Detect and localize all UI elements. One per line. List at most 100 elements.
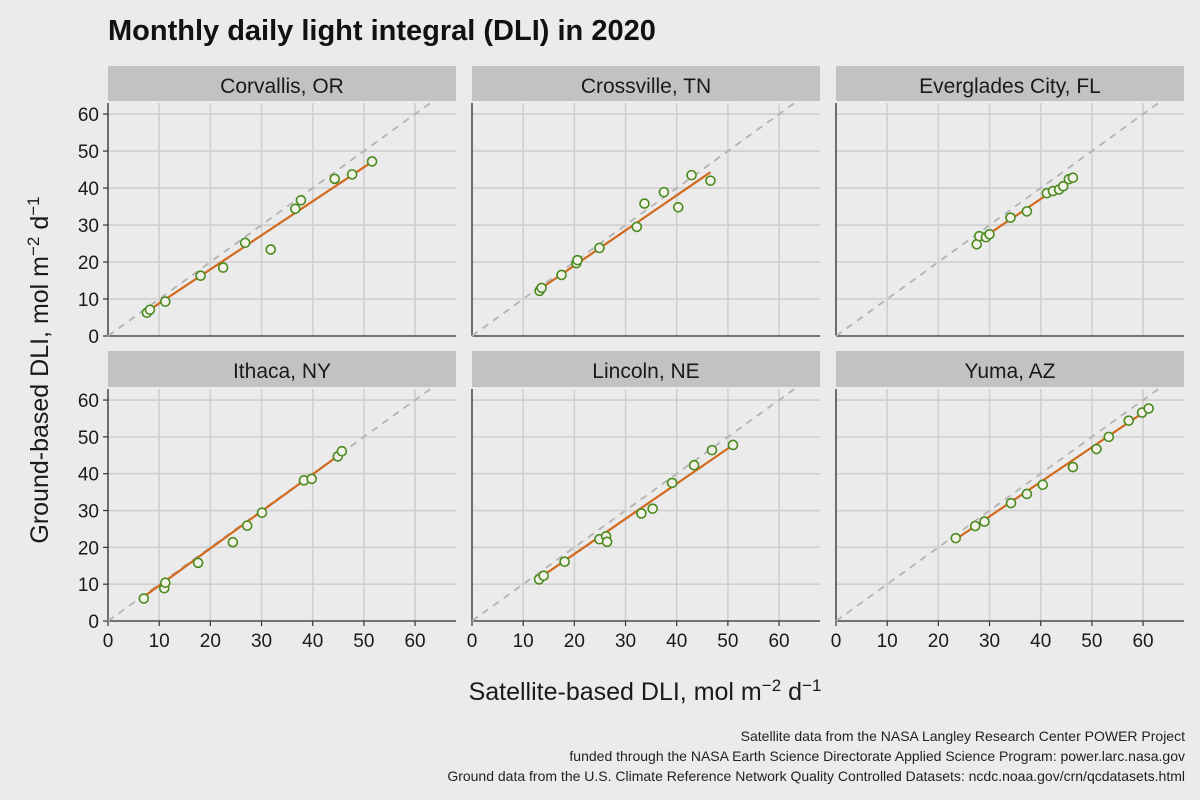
caption-line-2: funded through the NASA Earth Science Di… (569, 748, 1185, 764)
data-point (706, 444, 718, 456)
x-tick-label: 0 (831, 631, 842, 652)
data-point (239, 237, 251, 249)
data-point (636, 508, 647, 519)
data-point (290, 203, 301, 215)
y-tick-label: 10 (78, 290, 99, 311)
x-tick-label: 50 (1081, 631, 1102, 652)
reference-line (835, 388, 1159, 622)
panels-layer: Corvallis, OR 0 10 20 30 40 50 60 Crossville, TN… (78, 66, 1184, 652)
fit-line (955, 407, 1150, 541)
y-tick-label: 40 (78, 179, 99, 200)
data-point (329, 173, 341, 185)
data-point (594, 242, 605, 254)
facet-panel: Everglades City, FL (835, 66, 1184, 337)
data-point (686, 169, 697, 181)
caption-line-3: Ground data from the U.S. Climate Refere… (447, 768, 1185, 784)
data-point (666, 477, 678, 489)
x-tick-label: 50 (353, 631, 374, 652)
fit-line (538, 444, 734, 580)
facet-panel: Corvallis, OR 0 10 20 30 40 50 60 (78, 66, 456, 348)
y-tick-label: 0 (88, 327, 99, 348)
data-point (950, 532, 962, 544)
chart-title: Monthly daily light integral (DLI) in 20… (108, 15, 656, 47)
x-tick-label: 10 (513, 631, 534, 652)
y-tick-label: 10 (78, 575, 99, 596)
data-point (536, 282, 547, 294)
x-tick-label: 0 (467, 631, 478, 652)
fit-line (538, 171, 712, 291)
y-tick-label: 20 (78, 538, 99, 559)
facet-panel: Ithaca, NY 0 10 20 30 40 50 60 0 10 20 30 40 50 60 (78, 351, 456, 652)
data-point (256, 507, 268, 519)
data-point (144, 304, 156, 316)
data-point (241, 520, 253, 531)
y-tick-label: 50 (78, 428, 99, 449)
facet-strip (108, 351, 456, 387)
facet-strip-label: Ithaca, NY (233, 360, 331, 383)
facet-panel: Lincoln, NE 0 10 20 30 40 50 60 (467, 351, 820, 652)
facet-strip (836, 66, 1184, 101)
data-point (631, 221, 643, 233)
data-point (1037, 479, 1049, 491)
y-tick-label: 60 (78, 105, 99, 126)
data-point (601, 536, 613, 548)
x-tick-label: 40 (1030, 631, 1051, 652)
data-point (192, 557, 204, 569)
data-point (688, 459, 700, 471)
data-point (1005, 497, 1017, 509)
x-tick-label: 60 (768, 631, 789, 652)
facet-strip-label: Everglades City, FL (919, 75, 1101, 98)
x-tick-label: 0 (103, 631, 114, 652)
data-point (138, 593, 150, 604)
x-tick-label: 10 (149, 631, 170, 652)
data-point (1103, 431, 1115, 443)
data-point (538, 570, 549, 582)
data-point (1123, 415, 1135, 426)
x-tick-label: 20 (200, 631, 221, 652)
x-tick-label: 30 (251, 631, 272, 652)
data-point (705, 175, 716, 186)
x-tick-label: 30 (615, 631, 636, 652)
facet-strip-label: Crossville, TN (581, 75, 711, 98)
facet-strip (836, 351, 1184, 387)
data-point (572, 254, 583, 266)
data-point (1005, 212, 1016, 223)
fit-line (146, 160, 373, 313)
x-tick-label: 20 (928, 631, 949, 652)
data-point (1091, 443, 1102, 455)
reference-line (471, 388, 795, 622)
facet-panel: Yuma, AZ 0 10 20 30 40 50 60 (831, 351, 1184, 652)
facet-strip-label: Corvallis, OR (220, 75, 344, 98)
facet-strip (472, 66, 820, 101)
y-tick-label: 30 (78, 502, 99, 523)
x-tick-label: 60 (1132, 631, 1153, 652)
data-point (1021, 206, 1033, 217)
data-point (346, 169, 358, 180)
data-point (295, 194, 307, 206)
y-tick-label: 60 (78, 391, 99, 412)
y-tick-label: 40 (78, 465, 99, 486)
x-tick-label: 20 (564, 631, 585, 652)
data-point (366, 156, 378, 167)
x-tick-label: 10 (877, 631, 898, 652)
data-point (727, 439, 739, 451)
data-point (1057, 180, 1069, 192)
x-axis-title: Satellite-based DLI, mol m−2 d−1 (469, 676, 822, 707)
data-point (969, 520, 981, 532)
data-point (265, 244, 277, 255)
facet-strip-label: Lincoln, NE (592, 360, 699, 383)
y-tick-label: 30 (78, 216, 99, 237)
data-point (195, 270, 206, 282)
facet-strip-label: Yuma, AZ (964, 360, 1055, 383)
reference-line (107, 102, 431, 337)
facet-strip (108, 66, 456, 101)
caption-line-1: Satellite data from the NASA Langley Res… (741, 728, 1185, 744)
facet-strip (472, 351, 820, 387)
y-tick-label: 50 (78, 142, 99, 163)
data-point (658, 186, 670, 198)
data-point (1067, 172, 1079, 184)
x-tick-label: 40 (302, 631, 323, 652)
data-point (160, 296, 171, 307)
data-point (979, 516, 990, 527)
